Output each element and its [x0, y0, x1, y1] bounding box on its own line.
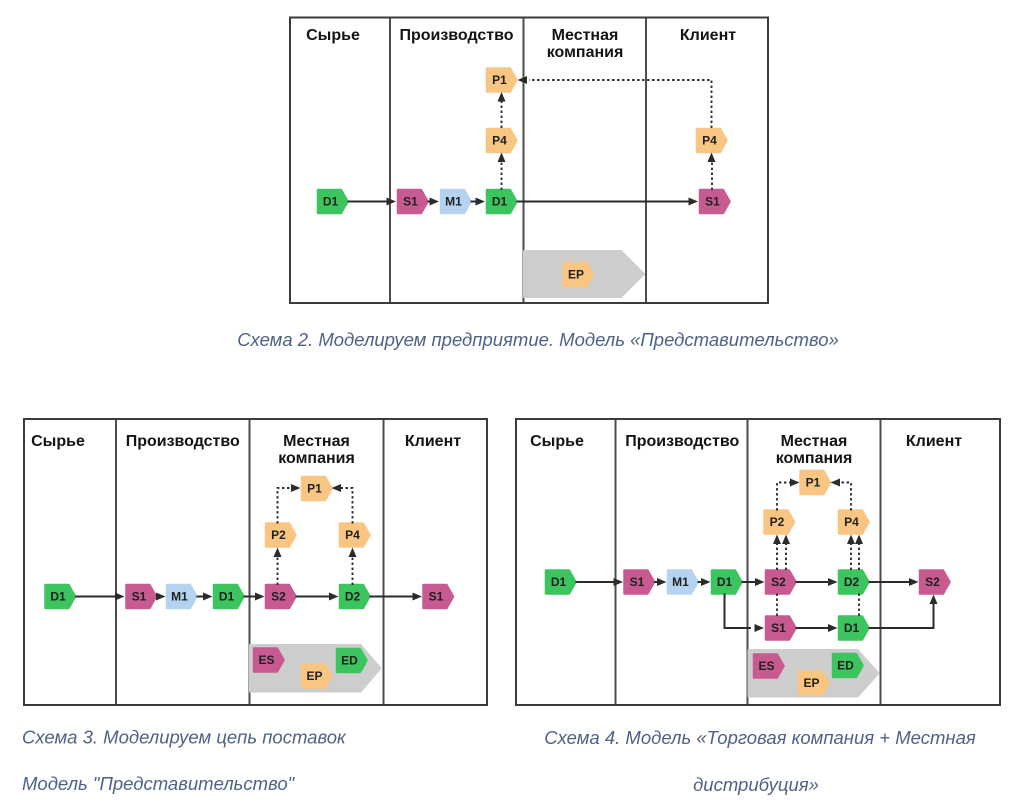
svg-text:M1: M1 [445, 195, 462, 209]
svg-text:Схема 2. Моделируем предприяти: Схема 2. Моделируем предприятие. Модель … [237, 329, 839, 350]
svg-text:ED: ED [341, 654, 358, 668]
svg-text:M1: M1 [171, 590, 188, 604]
svg-text:Модель "Представительство": Модель "Представительство" [22, 773, 296, 794]
svg-text:P1: P1 [806, 476, 821, 490]
svg-text:P4: P4 [492, 134, 507, 148]
svg-text:S2: S2 [271, 590, 286, 604]
svg-text:EP: EP [803, 676, 819, 690]
svg-text:P1: P1 [307, 482, 322, 496]
svg-text:D2: D2 [345, 590, 361, 604]
svg-text:Производство: Производство [126, 433, 240, 450]
svg-text:Местная: Местная [781, 433, 848, 450]
svg-text:S1: S1 [771, 621, 786, 635]
svg-text:P4: P4 [345, 528, 360, 542]
svg-text:Местная: Местная [283, 433, 350, 450]
svg-text:ED: ED [837, 659, 854, 673]
svg-text:S2: S2 [771, 575, 786, 589]
svg-text:Сырье: Сырье [306, 27, 360, 44]
svg-text:Клиент: Клиент [680, 27, 736, 44]
svg-text:EP: EP [306, 669, 322, 683]
svg-text:компания: компания [547, 44, 624, 61]
svg-text:Сырье: Сырье [31, 433, 85, 450]
svg-text:компания: компания [776, 450, 853, 467]
svg-text:P2: P2 [271, 528, 286, 542]
svg-text:D2: D2 [844, 575, 860, 589]
svg-text:D1: D1 [844, 621, 860, 635]
svg-text:компания: компания [278, 450, 355, 467]
svg-text:Производство: Производство [399, 27, 513, 44]
svg-text:D1: D1 [551, 575, 567, 589]
svg-text:S2: S2 [925, 575, 940, 589]
svg-text:P4: P4 [702, 134, 717, 148]
svg-text:дистрибуция»: дистрибуция» [693, 774, 819, 795]
svg-text:Схема 3. Моделируем цепь поста: Схема 3. Моделируем цепь поставок [22, 727, 347, 748]
svg-text:Сырье: Сырье [530, 433, 584, 450]
svg-text:D1: D1 [219, 590, 235, 604]
svg-text:S1: S1 [630, 575, 645, 589]
svg-text:Схема 4. Модель «Торговая комп: Схема 4. Модель «Торговая компания + Мес… [544, 727, 976, 748]
svg-text:P2: P2 [770, 515, 785, 529]
svg-text:EP: EP [568, 268, 584, 282]
svg-text:Клиент: Клиент [405, 433, 461, 450]
svg-text:S1: S1 [403, 195, 418, 209]
svg-text:ES: ES [258, 653, 274, 667]
svg-text:Производство: Производство [625, 433, 739, 450]
svg-text:P1: P1 [492, 73, 507, 87]
svg-text:Клиент: Клиент [906, 433, 962, 450]
svg-text:P4: P4 [844, 515, 859, 529]
svg-text:D1: D1 [717, 575, 733, 589]
svg-text:Местная: Местная [552, 27, 619, 44]
svg-text:D1: D1 [323, 195, 339, 209]
svg-text:D1: D1 [50, 590, 66, 604]
svg-text:S1: S1 [705, 195, 720, 209]
svg-text:ES: ES [758, 659, 774, 673]
svg-text:S1: S1 [429, 590, 444, 604]
svg-text:D1: D1 [492, 195, 508, 209]
svg-text:M1: M1 [672, 575, 689, 589]
svg-text:S1: S1 [132, 590, 147, 604]
